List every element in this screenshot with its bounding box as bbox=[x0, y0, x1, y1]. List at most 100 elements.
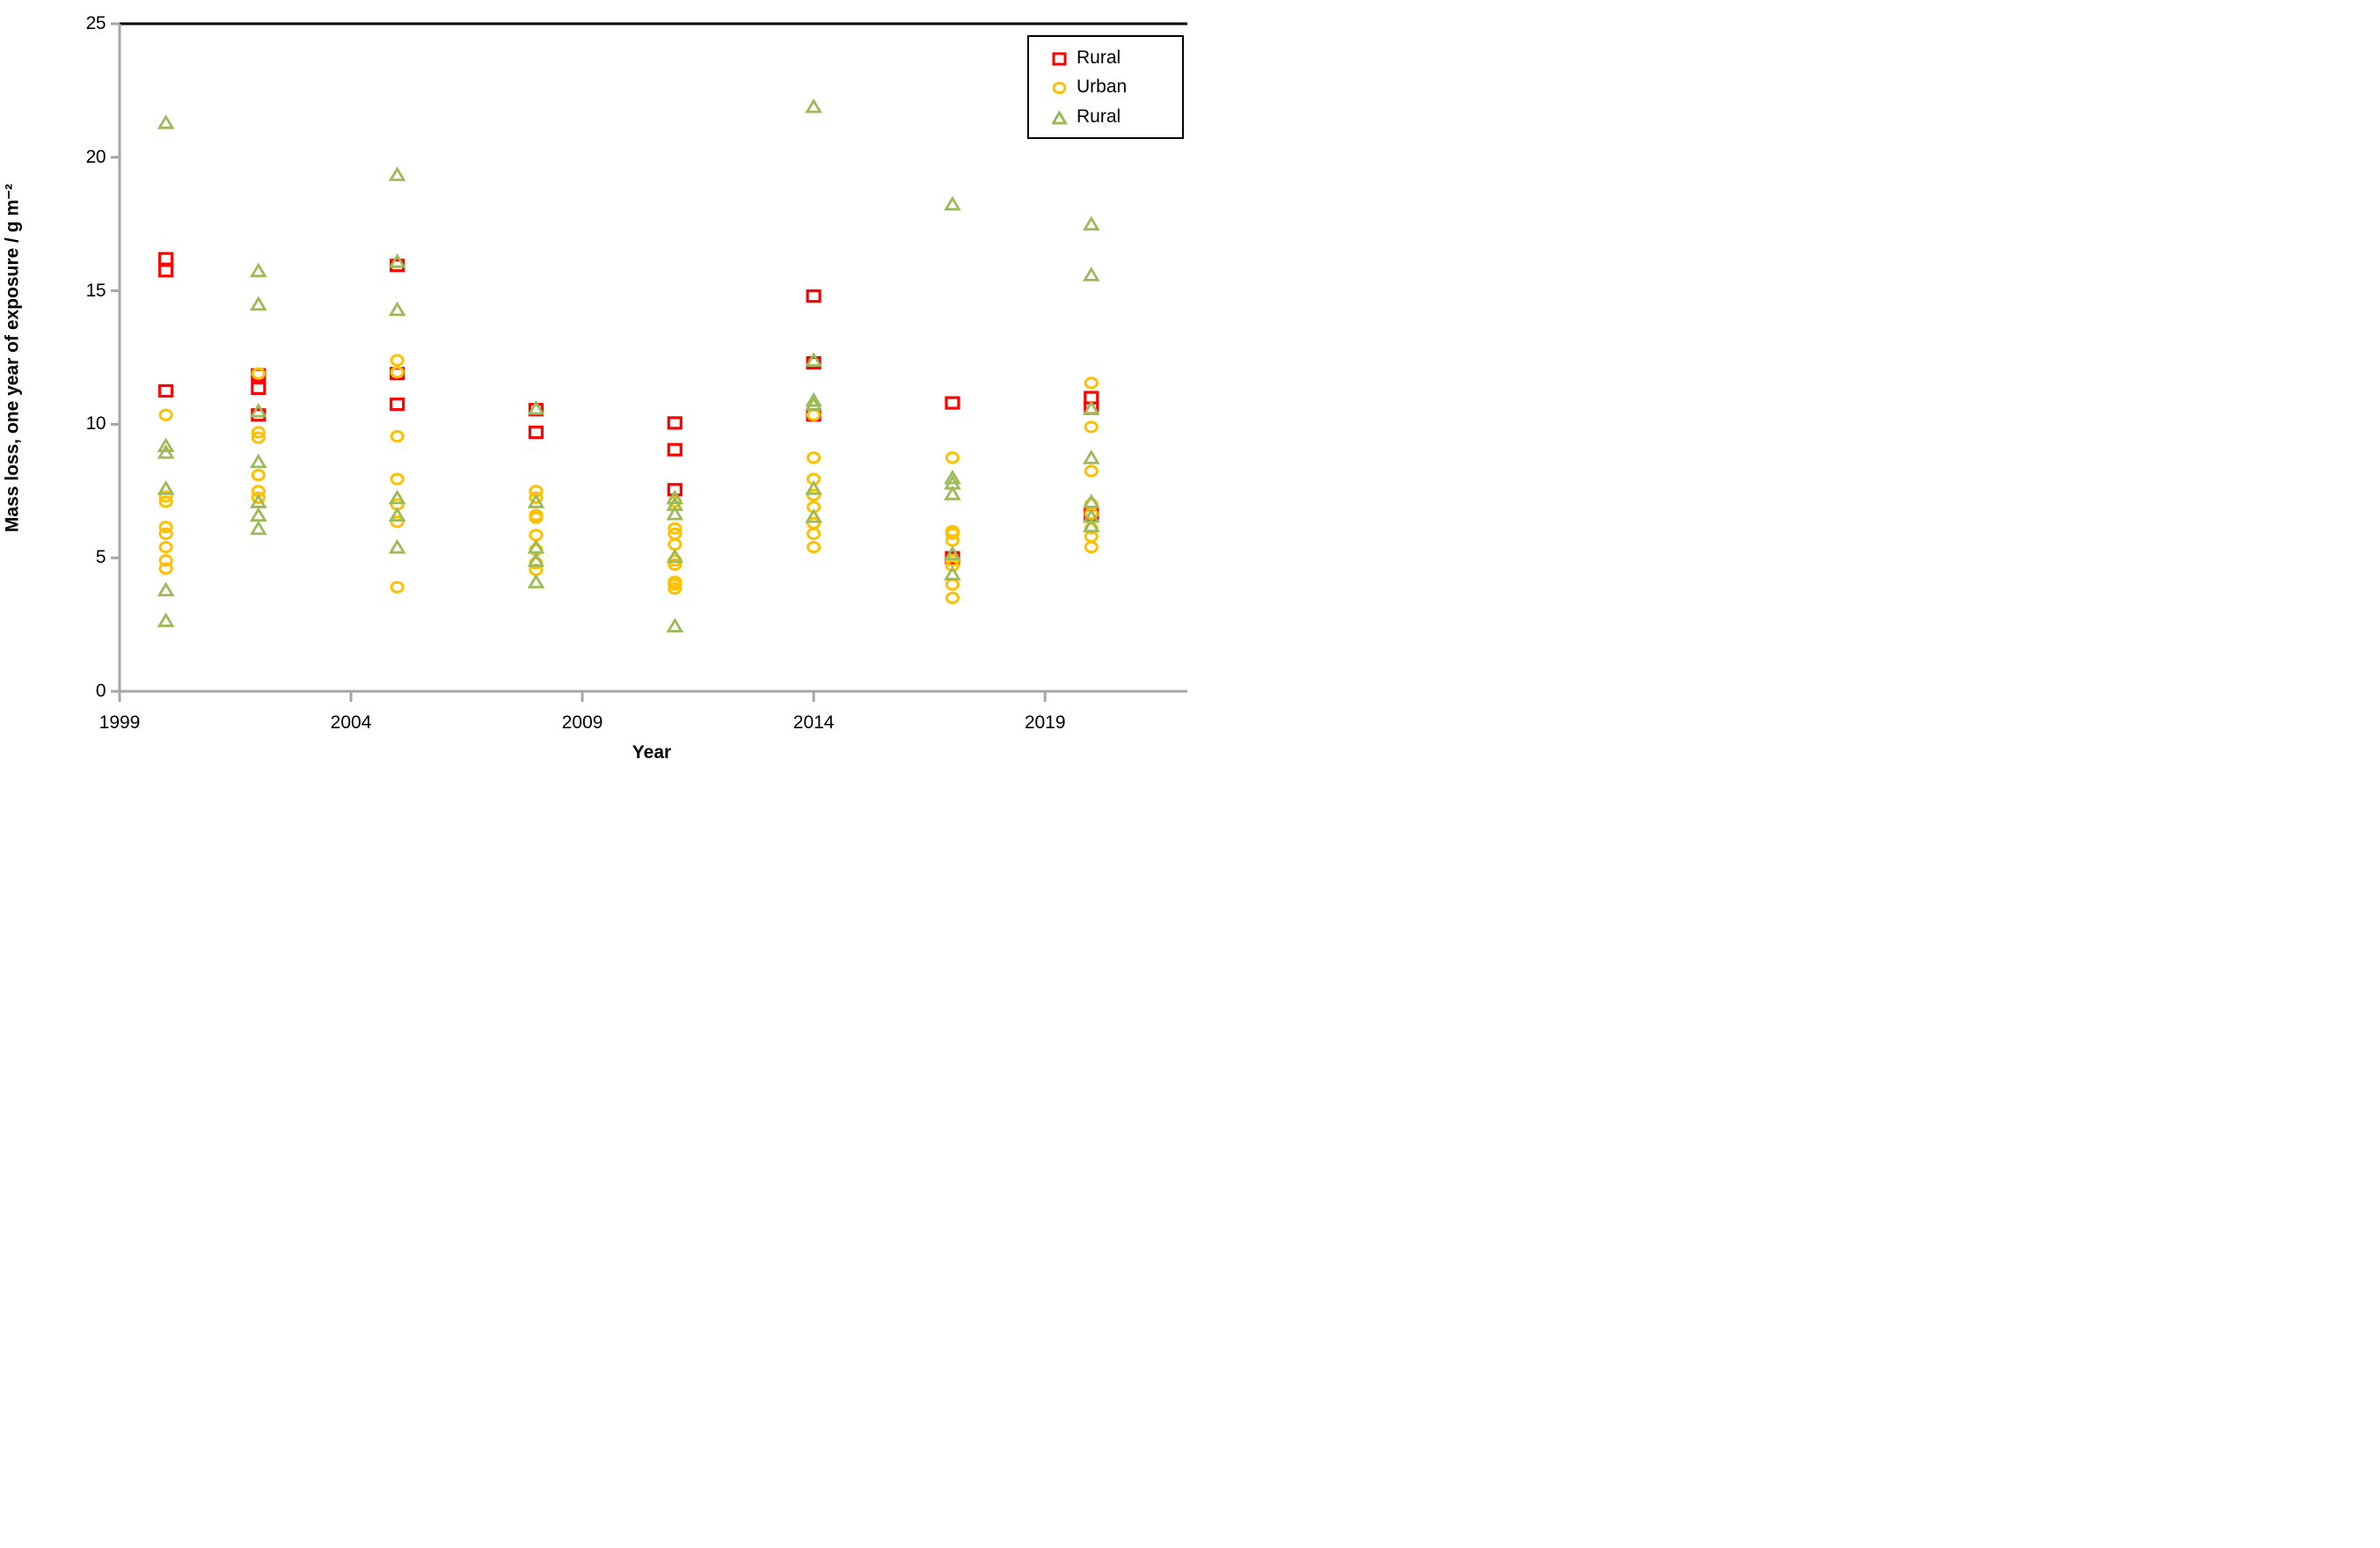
point-rural-square bbox=[390, 398, 405, 412]
point-rural-square bbox=[945, 396, 960, 410]
legend-label: Urban bbox=[1077, 77, 1128, 97]
point-rural-triangle bbox=[1082, 399, 1100, 415]
x-tick-label-2004: 2004 bbox=[330, 712, 372, 733]
point-urban-circle bbox=[1084, 376, 1099, 390]
point-rural-triangle bbox=[805, 391, 822, 407]
point-urban-circle bbox=[390, 515, 405, 529]
point-urban-circle bbox=[158, 527, 173, 540]
point-rural-triangle bbox=[388, 489, 406, 505]
point-rural-triangle bbox=[1082, 517, 1100, 533]
point-rural-triangle bbox=[157, 437, 175, 453]
y-tick-label-5: 5 bbox=[95, 547, 106, 568]
point-rural-triangle bbox=[666, 617, 684, 633]
point-urban-circle bbox=[390, 472, 405, 486]
point-rural-triangle bbox=[666, 548, 684, 564]
point-rural-triangle bbox=[527, 399, 545, 415]
point-urban-circle bbox=[251, 426, 266, 439]
point-rural-triangle bbox=[805, 480, 822, 495]
x-tick-label-1999: 1999 bbox=[99, 712, 141, 733]
circle-icon bbox=[1052, 81, 1067, 95]
point-rural-triangle bbox=[527, 573, 545, 588]
point-urban-circle bbox=[807, 408, 821, 421]
point-rural-square bbox=[667, 442, 683, 456]
point-urban-circle bbox=[668, 522, 683, 535]
point-urban-circle bbox=[807, 527, 821, 540]
point-urban-circle bbox=[390, 429, 405, 443]
point-urban-circle bbox=[945, 559, 960, 573]
point-rural-triangle bbox=[1082, 215, 1100, 231]
point-urban-circle bbox=[251, 491, 266, 504]
point-rural-triangle bbox=[1082, 449, 1100, 464]
point-urban-circle bbox=[158, 554, 173, 567]
point-urban-circle bbox=[158, 521, 173, 534]
point-urban-circle bbox=[668, 558, 683, 571]
point-rural-triangle bbox=[249, 507, 267, 522]
point-rural-triangle bbox=[157, 444, 175, 459]
point-urban-circle bbox=[251, 367, 266, 380]
point-urban-circle bbox=[251, 468, 266, 482]
point-urban-circle bbox=[945, 591, 960, 604]
legend-item-rural-triangle: Rural bbox=[1050, 106, 1182, 128]
point-rural-triangle bbox=[157, 114, 175, 129]
point-rural-triangle bbox=[805, 352, 822, 367]
point-rural-triangle bbox=[388, 166, 406, 181]
point-urban-circle bbox=[158, 490, 173, 503]
y-tick-label-10: 10 bbox=[85, 413, 106, 434]
x-axis-title: Year bbox=[632, 742, 672, 763]
x-tick-label-2019: 2019 bbox=[1024, 712, 1066, 733]
square-icon bbox=[1052, 52, 1067, 65]
point-rural-triangle bbox=[527, 551, 545, 567]
point-rural-triangle bbox=[944, 469, 961, 485]
point-urban-circle bbox=[807, 540, 821, 554]
point-rural-triangle bbox=[249, 296, 267, 311]
triangle-icon bbox=[1050, 109, 1069, 124]
point-rural-square bbox=[528, 425, 544, 440]
point-rural-square bbox=[667, 416, 683, 430]
legend-item-urban-circle: Urban bbox=[1052, 77, 1182, 98]
point-urban-circle bbox=[945, 554, 960, 567]
point-urban-circle bbox=[1084, 420, 1099, 434]
point-rural-triangle bbox=[527, 493, 545, 508]
legend-label: Rural bbox=[1077, 47, 1121, 68]
point-urban-circle bbox=[668, 578, 683, 591]
legend: Rural Urban Rural bbox=[1027, 35, 1184, 139]
point-rural-square bbox=[158, 264, 174, 278]
point-rural-triangle bbox=[157, 480, 175, 495]
point-urban-circle bbox=[945, 534, 960, 547]
point-urban-circle bbox=[158, 562, 173, 575]
point-urban-circle bbox=[945, 527, 960, 540]
legend-item-rural-square: Rural bbox=[1052, 47, 1182, 69]
point-urban-circle bbox=[390, 354, 405, 367]
point-rural-triangle bbox=[805, 396, 822, 412]
point-rural-triangle bbox=[944, 486, 961, 500]
point-urban-circle bbox=[529, 511, 544, 524]
point-rural-triangle bbox=[944, 195, 961, 211]
point-rural-square bbox=[158, 383, 174, 398]
point-urban-circle bbox=[1084, 464, 1099, 478]
legend-label: Rural bbox=[1077, 106, 1121, 127]
y-tick-label-15: 15 bbox=[85, 280, 106, 301]
point-rural-triangle bbox=[805, 507, 822, 523]
point-rural-square bbox=[806, 289, 821, 303]
point-urban-circle bbox=[158, 408, 173, 421]
point-urban-circle bbox=[945, 451, 960, 464]
point-rural-square bbox=[251, 381, 266, 396]
point-rural-triangle bbox=[666, 489, 684, 505]
point-rural-triangle bbox=[527, 538, 545, 554]
point-urban-circle bbox=[158, 540, 173, 554]
point-rural-triangle bbox=[249, 453, 267, 469]
y-tick-label-20: 20 bbox=[85, 146, 106, 167]
point-urban-circle bbox=[1084, 540, 1099, 554]
x-tick-label-2009: 2009 bbox=[561, 712, 603, 733]
point-rural-triangle bbox=[1082, 267, 1100, 281]
point-urban-circle bbox=[390, 366, 405, 379]
point-rural-triangle bbox=[388, 252, 406, 268]
point-rural-triangle bbox=[249, 262, 267, 278]
point-rural-triangle bbox=[157, 612, 175, 627]
point-urban-circle bbox=[807, 488, 821, 501]
point-rural-triangle bbox=[805, 98, 822, 113]
point-urban-circle bbox=[529, 491, 544, 504]
point-rural-triangle bbox=[249, 402, 267, 418]
y-tick-label-0: 0 bbox=[95, 681, 106, 701]
point-urban-circle bbox=[668, 537, 683, 551]
